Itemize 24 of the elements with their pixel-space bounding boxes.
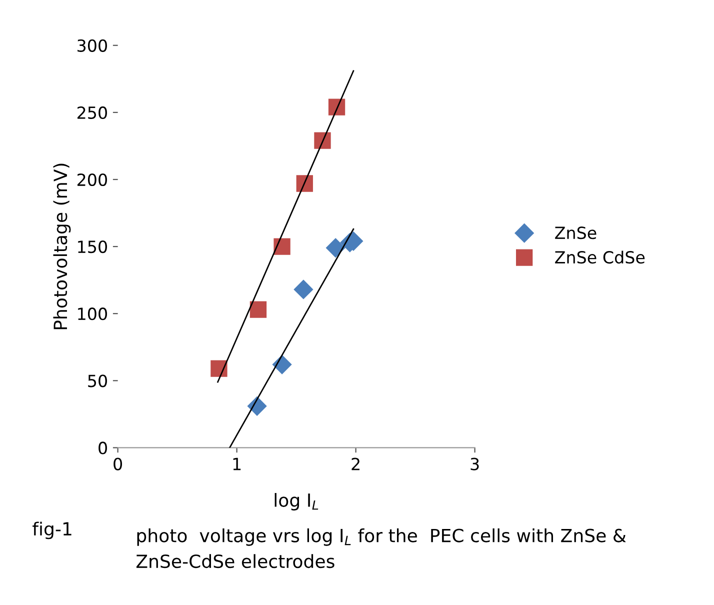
point bbox=[274, 238, 290, 255]
y-tick-label: 50 bbox=[88, 374, 107, 388]
legend-label: ZnSe CdSe bbox=[555, 250, 645, 264]
y-axis-title: Photovoltage (mV) bbox=[53, 164, 71, 330]
point bbox=[328, 98, 346, 116]
x-tick-label: 2 bbox=[352, 458, 360, 470]
point bbox=[326, 238, 346, 258]
text: photo voltage vrs log I$_{L}$ for the PEC cells with ZnSe & ZnSe-CdSe electrodes bbox=[136, 528, 626, 568]
y-tick-label: 100 bbox=[78, 308, 107, 320]
point bbox=[210, 360, 228, 377]
text: fig-1 bbox=[32, 522, 72, 540]
x-tick-label: 1 bbox=[233, 458, 241, 470]
x-tick-label: 0 bbox=[114, 458, 122, 470]
y-tick-label: 200 bbox=[77, 173, 107, 186]
y-tick-label: 0 bbox=[98, 442, 107, 454]
x-axis-title: log I$_{L}$ bbox=[274, 492, 318, 510]
point bbox=[250, 301, 267, 318]
point bbox=[294, 280, 313, 299]
legend-label: ZnSe bbox=[555, 226, 596, 240]
x-tick-label: 3 bbox=[470, 458, 479, 470]
point bbox=[296, 175, 313, 192]
y-tick-label: 250 bbox=[77, 106, 107, 119]
y-tick-label: 300 bbox=[78, 39, 107, 52]
y-tick-label: 150 bbox=[78, 240, 107, 254]
